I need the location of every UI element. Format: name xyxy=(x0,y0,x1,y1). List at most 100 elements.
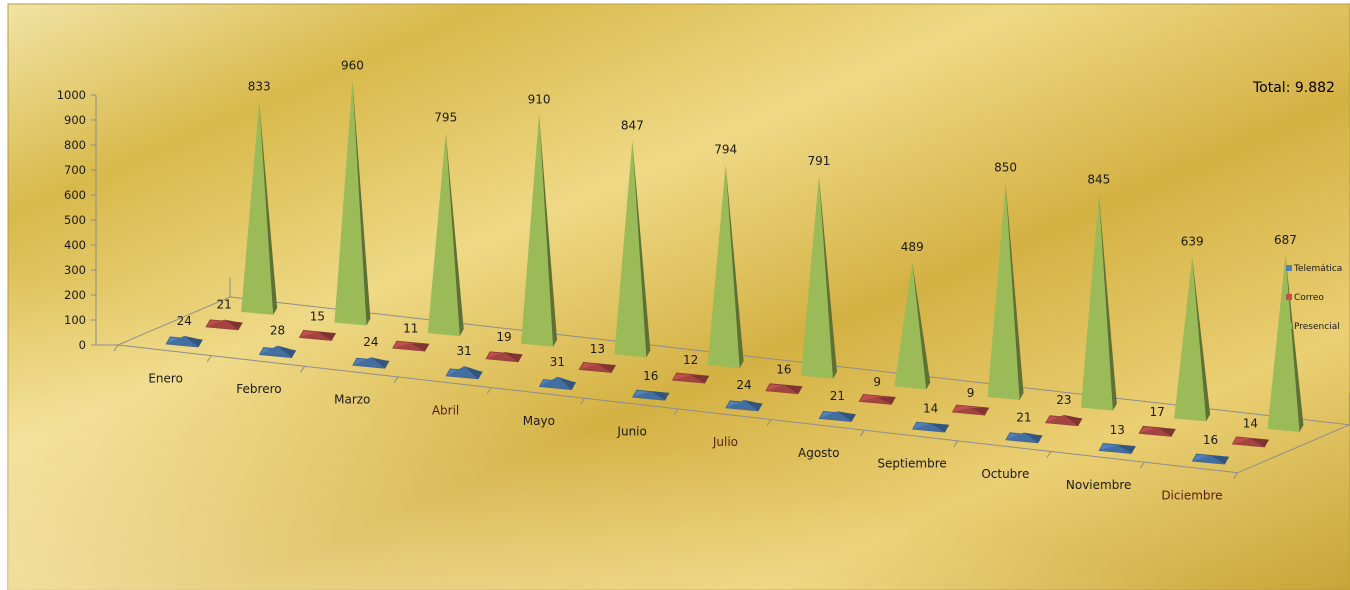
x-tick-mark xyxy=(300,366,306,373)
y-tick-label: 600 xyxy=(64,188,86,202)
pyramid-presencial xyxy=(1080,194,1117,411)
data-label-correo: 15 xyxy=(310,310,325,324)
pyramid-correo xyxy=(858,393,896,405)
data-label-telematica: 14 xyxy=(923,402,938,416)
x-tick-mark xyxy=(859,429,865,437)
pyramid-correo xyxy=(578,362,617,373)
pyramid-telematica xyxy=(445,366,483,380)
data-label-telematica: 13 xyxy=(1110,423,1125,437)
pyramid-telematica xyxy=(1098,443,1136,454)
legend-swatch xyxy=(1286,294,1292,300)
data-label-telematica: 24 xyxy=(177,314,192,328)
x-tick-mark xyxy=(673,408,679,416)
data-label-presencial: 489 xyxy=(901,240,924,254)
x-category-label: Octubre xyxy=(981,467,1029,481)
data-label-telematica: 21 xyxy=(830,389,845,403)
data-label-presencial: 795 xyxy=(434,110,457,124)
total-label: Total: 9.882 xyxy=(1252,80,1335,96)
pyramid-correo xyxy=(1138,425,1176,437)
data-label-telematica: 24 xyxy=(736,378,751,392)
pyramid-telematica xyxy=(165,335,203,348)
x-category-label: Junio xyxy=(616,425,646,439)
data-label-presencial: 910 xyxy=(528,92,551,106)
pyramid-telematica xyxy=(725,399,763,412)
pyramid-presencial xyxy=(614,140,651,358)
pyramid-correo xyxy=(951,404,990,416)
legend-swatch xyxy=(1286,323,1292,329)
data-label-telematica: 16 xyxy=(643,369,658,383)
data-label-correo: 21 xyxy=(217,298,232,312)
pyramid-correo xyxy=(392,340,430,352)
x-tick-mark xyxy=(766,419,772,426)
data-label-presencial: 687 xyxy=(1274,233,1297,247)
pyramid-telematica xyxy=(538,376,577,390)
x-category-label: Febrero xyxy=(236,382,281,396)
pyramid-presencial xyxy=(894,262,931,390)
pyramid-correo xyxy=(205,319,243,331)
pyramid-telematica xyxy=(258,345,297,358)
data-label-correo: 14 xyxy=(1243,416,1258,430)
data-label-telematica: 28 xyxy=(270,324,285,338)
x-tick-mark xyxy=(486,387,492,394)
x-category-label: Marzo xyxy=(334,393,370,407)
data-label-presencial: 850 xyxy=(994,161,1017,175)
x-category-label: Agosto xyxy=(798,446,839,460)
x-category-label: Diciembre xyxy=(1161,488,1222,502)
x-tick-mark xyxy=(580,397,585,405)
pyramid-presencial xyxy=(987,182,1024,401)
pyramid-correo xyxy=(1045,414,1083,427)
x-tick-mark xyxy=(206,355,212,362)
pyramid-telematica xyxy=(911,421,950,433)
data-label-telematica: 31 xyxy=(457,344,472,358)
data-label-correo: 11 xyxy=(403,321,418,335)
data-label-correo: 12 xyxy=(683,353,698,367)
data-label-correo: 16 xyxy=(776,363,791,377)
data-label-presencial: 960 xyxy=(341,58,364,72)
data-label-correo: 23 xyxy=(1056,393,1071,407)
data-label-correo: 9 xyxy=(967,386,975,400)
legend-label: Presencial xyxy=(1294,322,1340,332)
pyramid-telematica xyxy=(818,411,857,422)
x-tick-mark xyxy=(1233,472,1239,480)
data-label-telematica: 31 xyxy=(550,355,565,369)
y-tick-label: 400 xyxy=(64,238,86,252)
x-category-label: Noviembre xyxy=(1066,478,1132,492)
legend-label: Telemática xyxy=(1293,264,1342,274)
data-label-correo: 19 xyxy=(496,330,511,344)
x-category-label: Mayo xyxy=(523,414,555,428)
pyramid-presencial xyxy=(241,101,278,315)
pyramid-presencial xyxy=(334,80,371,326)
x-tick-mark xyxy=(113,344,119,352)
pyramid-correo xyxy=(671,372,710,384)
pyramid-presencial xyxy=(1174,256,1211,422)
data-label-presencial: 833 xyxy=(248,80,271,94)
legend-swatch xyxy=(1286,265,1292,271)
y-tick-label: 700 xyxy=(64,163,86,177)
pyramid-telematica xyxy=(1005,432,1043,444)
legend-label: Correo xyxy=(1294,293,1324,303)
data-label-telematica: 16 xyxy=(1203,433,1218,447)
x-tick-mark xyxy=(1046,451,1052,458)
pyramid-telematica xyxy=(1191,453,1230,465)
x-category-label: Julio xyxy=(712,435,738,449)
x-category-label: Abril xyxy=(432,403,459,417)
data-label-correo: 13 xyxy=(590,342,605,356)
y-tick-label: 300 xyxy=(64,263,86,277)
data-label-presencial: 845 xyxy=(1087,172,1110,186)
pyramid-correo xyxy=(765,383,803,395)
data-label-presencial: 794 xyxy=(714,143,737,157)
y-tick-label: 800 xyxy=(64,138,86,152)
y-tick-label: 200 xyxy=(64,288,86,302)
data-label-presencial: 847 xyxy=(621,119,644,133)
data-label-correo: 17 xyxy=(1150,405,1165,419)
x-tick-mark xyxy=(953,440,959,448)
data-label-presencial: 639 xyxy=(1181,235,1204,249)
pyramid-telematica xyxy=(352,357,390,369)
data-label-telematica: 24 xyxy=(363,335,378,349)
y-tick-label: 1000 xyxy=(57,88,86,102)
pyramid-presencial xyxy=(427,132,464,337)
data-label-presencial: 791 xyxy=(807,154,830,168)
pyramid-correo xyxy=(485,351,523,363)
